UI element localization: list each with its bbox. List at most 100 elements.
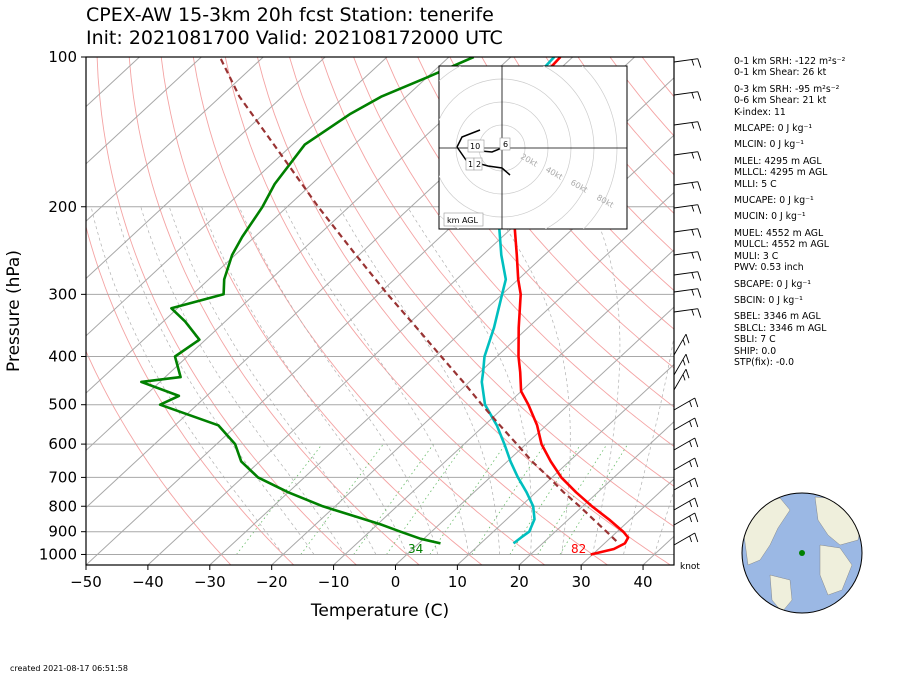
wind-barb-flag bbox=[691, 122, 695, 129]
wind-barb-staff bbox=[673, 121, 698, 126]
wind-barb-staff bbox=[673, 437, 696, 451]
hodo-height-label-2: 2 bbox=[476, 160, 481, 169]
moist-adiabat bbox=[654, 489, 674, 555]
wind-barb-flag bbox=[691, 152, 695, 159]
y-tick-label: 400 bbox=[48, 348, 77, 366]
wind-barb-staff bbox=[673, 288, 698, 293]
wind-barb-staff bbox=[673, 497, 696, 511]
frostpoint-line bbox=[140, 57, 475, 545]
wind-barb-flag bbox=[689, 515, 693, 523]
y-tick-label: 200 bbox=[48, 198, 77, 216]
index-sbel: SBEL: 3346 m AGL bbox=[734, 311, 821, 323]
dry-adiabat bbox=[481, 57, 674, 292]
wind-barb-flag bbox=[691, 229, 695, 236]
x-tick-label: −40 bbox=[132, 573, 164, 591]
wind-barb-staff bbox=[673, 58, 698, 63]
wind-barb-flag bbox=[697, 251, 702, 261]
isotherm bbox=[395, 306, 674, 565]
index-srh01: 0-1 km SRH: -122 m²s⁻² bbox=[734, 56, 846, 67]
index-sbcape: SBCAPE: 0 J kg⁻¹ bbox=[734, 278, 812, 290]
wind-barb-flag bbox=[694, 457, 699, 468]
isotherm bbox=[271, 191, 674, 565]
wind-barb-flag bbox=[691, 272, 695, 279]
index-mucin: MUCIN: 0 J kg⁻¹ bbox=[734, 211, 806, 223]
index-sbli: SBLI: 7 C bbox=[734, 334, 776, 346]
wind-barb-flag bbox=[691, 182, 695, 189]
wind-barb-flag bbox=[694, 437, 699, 448]
wind-barb-flag bbox=[697, 288, 702, 298]
wind-barb-flag bbox=[694, 497, 699, 508]
wind-barb-flag bbox=[694, 397, 699, 408]
wind-barb-staff bbox=[673, 91, 698, 96]
moist-adiabat bbox=[114, 206, 315, 555]
index-mucape: MUCAPE: 0 J kg⁻¹ bbox=[734, 195, 814, 207]
wind-barb-flag bbox=[694, 477, 699, 488]
y-axis-ticks: 100 200 300 400 500 600 700 800 900 1000 bbox=[39, 48, 86, 563]
wind-barb-flag bbox=[689, 535, 693, 543]
hodo-height-label-1: 1 bbox=[468, 160, 473, 169]
isotherm bbox=[86, 57, 264, 222]
wind-barb-flag bbox=[694, 417, 699, 428]
surface-dewpoint-label: 34 bbox=[408, 542, 423, 556]
x-tick-label: 40 bbox=[634, 573, 653, 591]
x-tick-label: 20 bbox=[510, 573, 529, 591]
plot-frame bbox=[85, 56, 675, 566]
index-mlcape: MLCAPE: 0 J kg⁻¹ bbox=[734, 123, 813, 135]
dry-adiabat bbox=[192, 57, 545, 565]
index-pwv: PWV: 0.53 inch bbox=[734, 262, 804, 274]
wind-barb-staff bbox=[673, 353, 687, 376]
wind-barb-flag bbox=[697, 151, 702, 161]
x-tick-label: −10 bbox=[318, 573, 350, 591]
wind-barb-flag bbox=[697, 91, 702, 101]
y-tick-label: 800 bbox=[48, 497, 77, 515]
wind-barb-flag bbox=[682, 359, 686, 366]
index-muli: MULI: 3 C bbox=[734, 250, 779, 262]
index-shear01: 0-1 km Shear: 26 kt bbox=[734, 67, 827, 79]
index-stp: STP(fix): -0.0 bbox=[734, 356, 795, 368]
hodo-height-label-6: 6 bbox=[503, 140, 508, 149]
background-grid bbox=[86, 57, 674, 565]
wind-barb-flag bbox=[685, 354, 690, 364]
wind-barb-staff bbox=[673, 417, 696, 431]
wind-barbs bbox=[673, 58, 702, 546]
index-ship: SHIP: 0.0 bbox=[734, 345, 777, 357]
hodo-height-label-10: 10 bbox=[470, 142, 480, 151]
index-muel: MUEL: 4552 m AGL bbox=[734, 227, 824, 239]
y-tick-label: 100 bbox=[48, 48, 77, 66]
wind-barb-staff bbox=[673, 151, 698, 156]
wind-barb-staff bbox=[673, 368, 687, 391]
x-axis-label: Temperature (C) bbox=[310, 601, 449, 621]
x-axis-ticks: −50 −40 −30 −20 −10 0 10 20 30 40 bbox=[70, 565, 653, 591]
y-tick-label: 900 bbox=[48, 523, 77, 541]
wind-barb-flag bbox=[697, 58, 702, 68]
created-timestamp: created 2021-08-17 06:51:58 bbox=[10, 664, 128, 673]
x-tick-label: 0 bbox=[391, 573, 401, 591]
x-tick-label: 30 bbox=[572, 573, 591, 591]
wind-barb-staff bbox=[673, 477, 696, 491]
index-mlli: MLLI: 5 C bbox=[734, 178, 777, 190]
wind-unit-label: knot bbox=[680, 562, 700, 572]
isotherm bbox=[86, 57, 326, 280]
wind-barb-flag bbox=[691, 92, 695, 99]
mixing-ratio-line bbox=[429, 443, 506, 555]
hodo-caption: km AGL bbox=[447, 216, 479, 225]
parcel-line bbox=[218, 57, 618, 542]
dry-adiabat bbox=[224, 57, 608, 565]
mixing-ratio-line bbox=[300, 443, 384, 555]
isotherm bbox=[333, 249, 674, 565]
dry-adiabat bbox=[86, 225, 295, 565]
wind-barb-flag bbox=[697, 121, 702, 131]
wind-barb-staff bbox=[673, 308, 698, 313]
wind-barb-flag bbox=[682, 374, 686, 381]
y-axis-label: Pressure (hPa) bbox=[4, 250, 24, 372]
stability-indices: 0-1 km SRH: -122 m²s⁻² 0-1 km Shear: 26 … bbox=[734, 56, 845, 368]
isotherm bbox=[86, 57, 202, 165]
y-tick-label: 300 bbox=[48, 285, 77, 303]
dry-adiabat bbox=[417, 57, 674, 369]
dry-adiabat bbox=[86, 350, 232, 565]
wind-barb-flag bbox=[689, 480, 693, 488]
wind-barb-staff bbox=[673, 397, 696, 411]
moist-adiabat bbox=[140, 206, 346, 555]
wind-barb-staff bbox=[673, 457, 696, 471]
